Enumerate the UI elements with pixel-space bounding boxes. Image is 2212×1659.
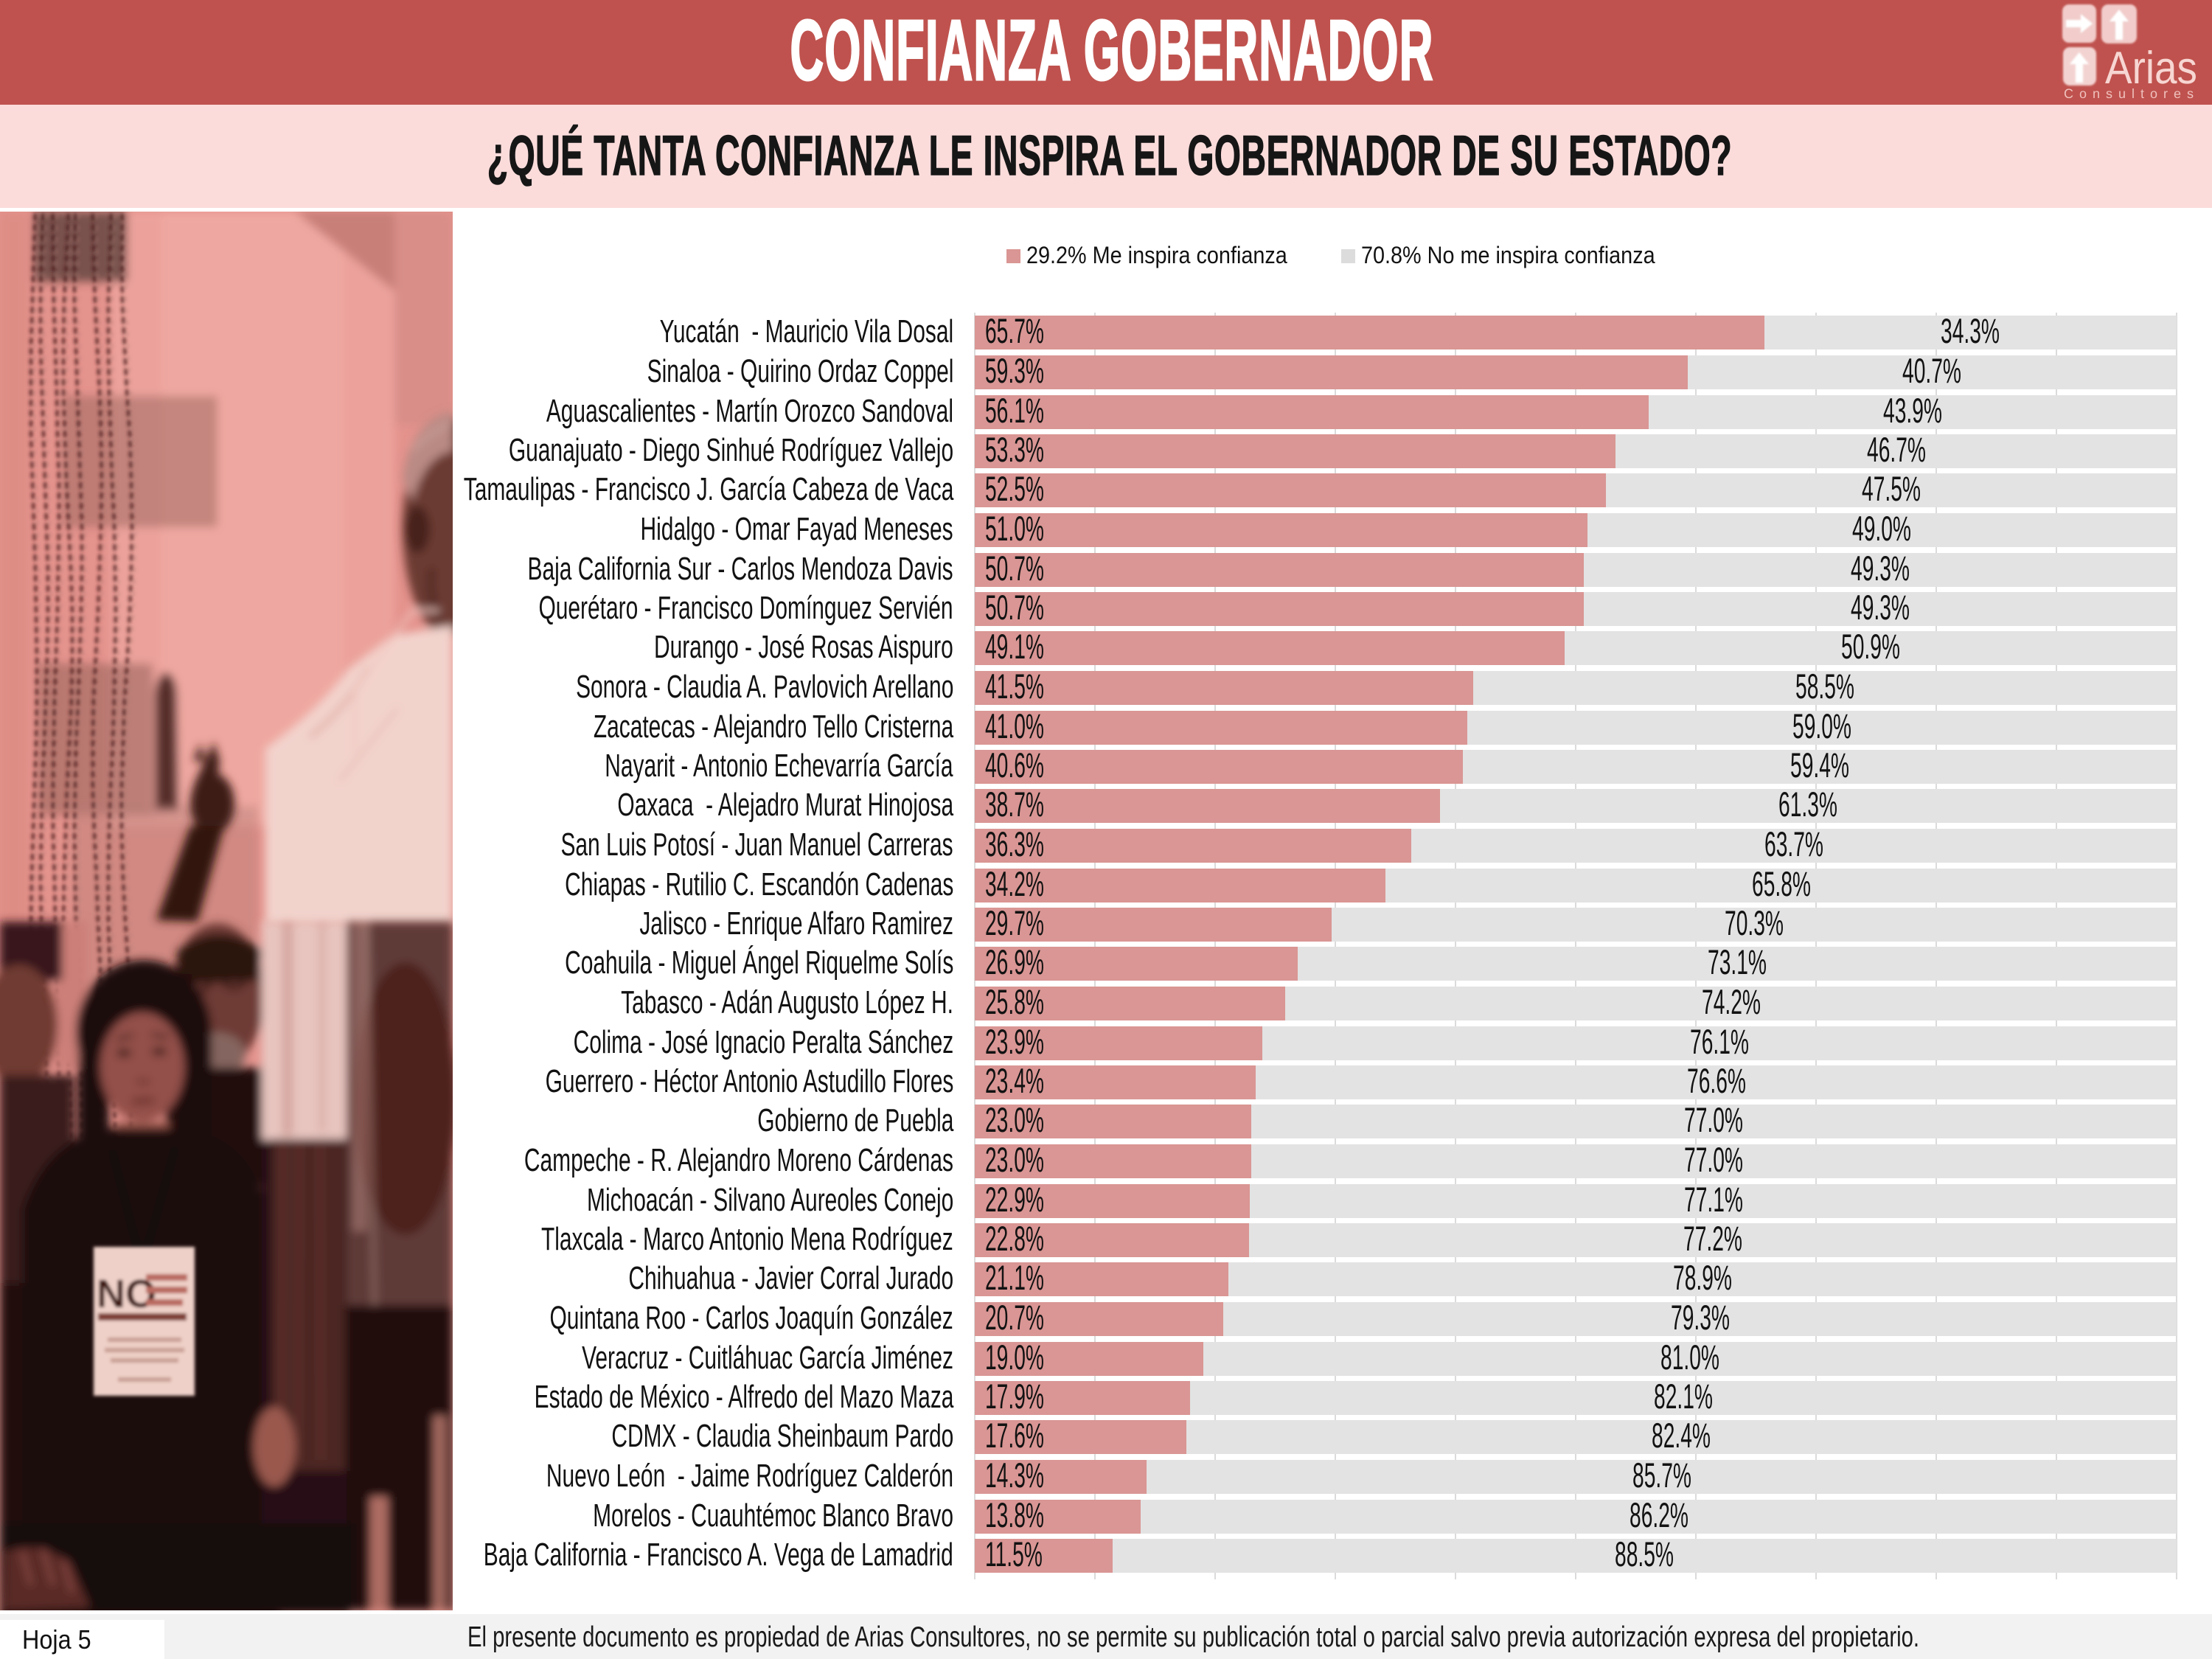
svg-text:Consultores: Consultores [2064, 86, 2199, 101]
svg-text:Arias: Arias [2105, 43, 2197, 94]
